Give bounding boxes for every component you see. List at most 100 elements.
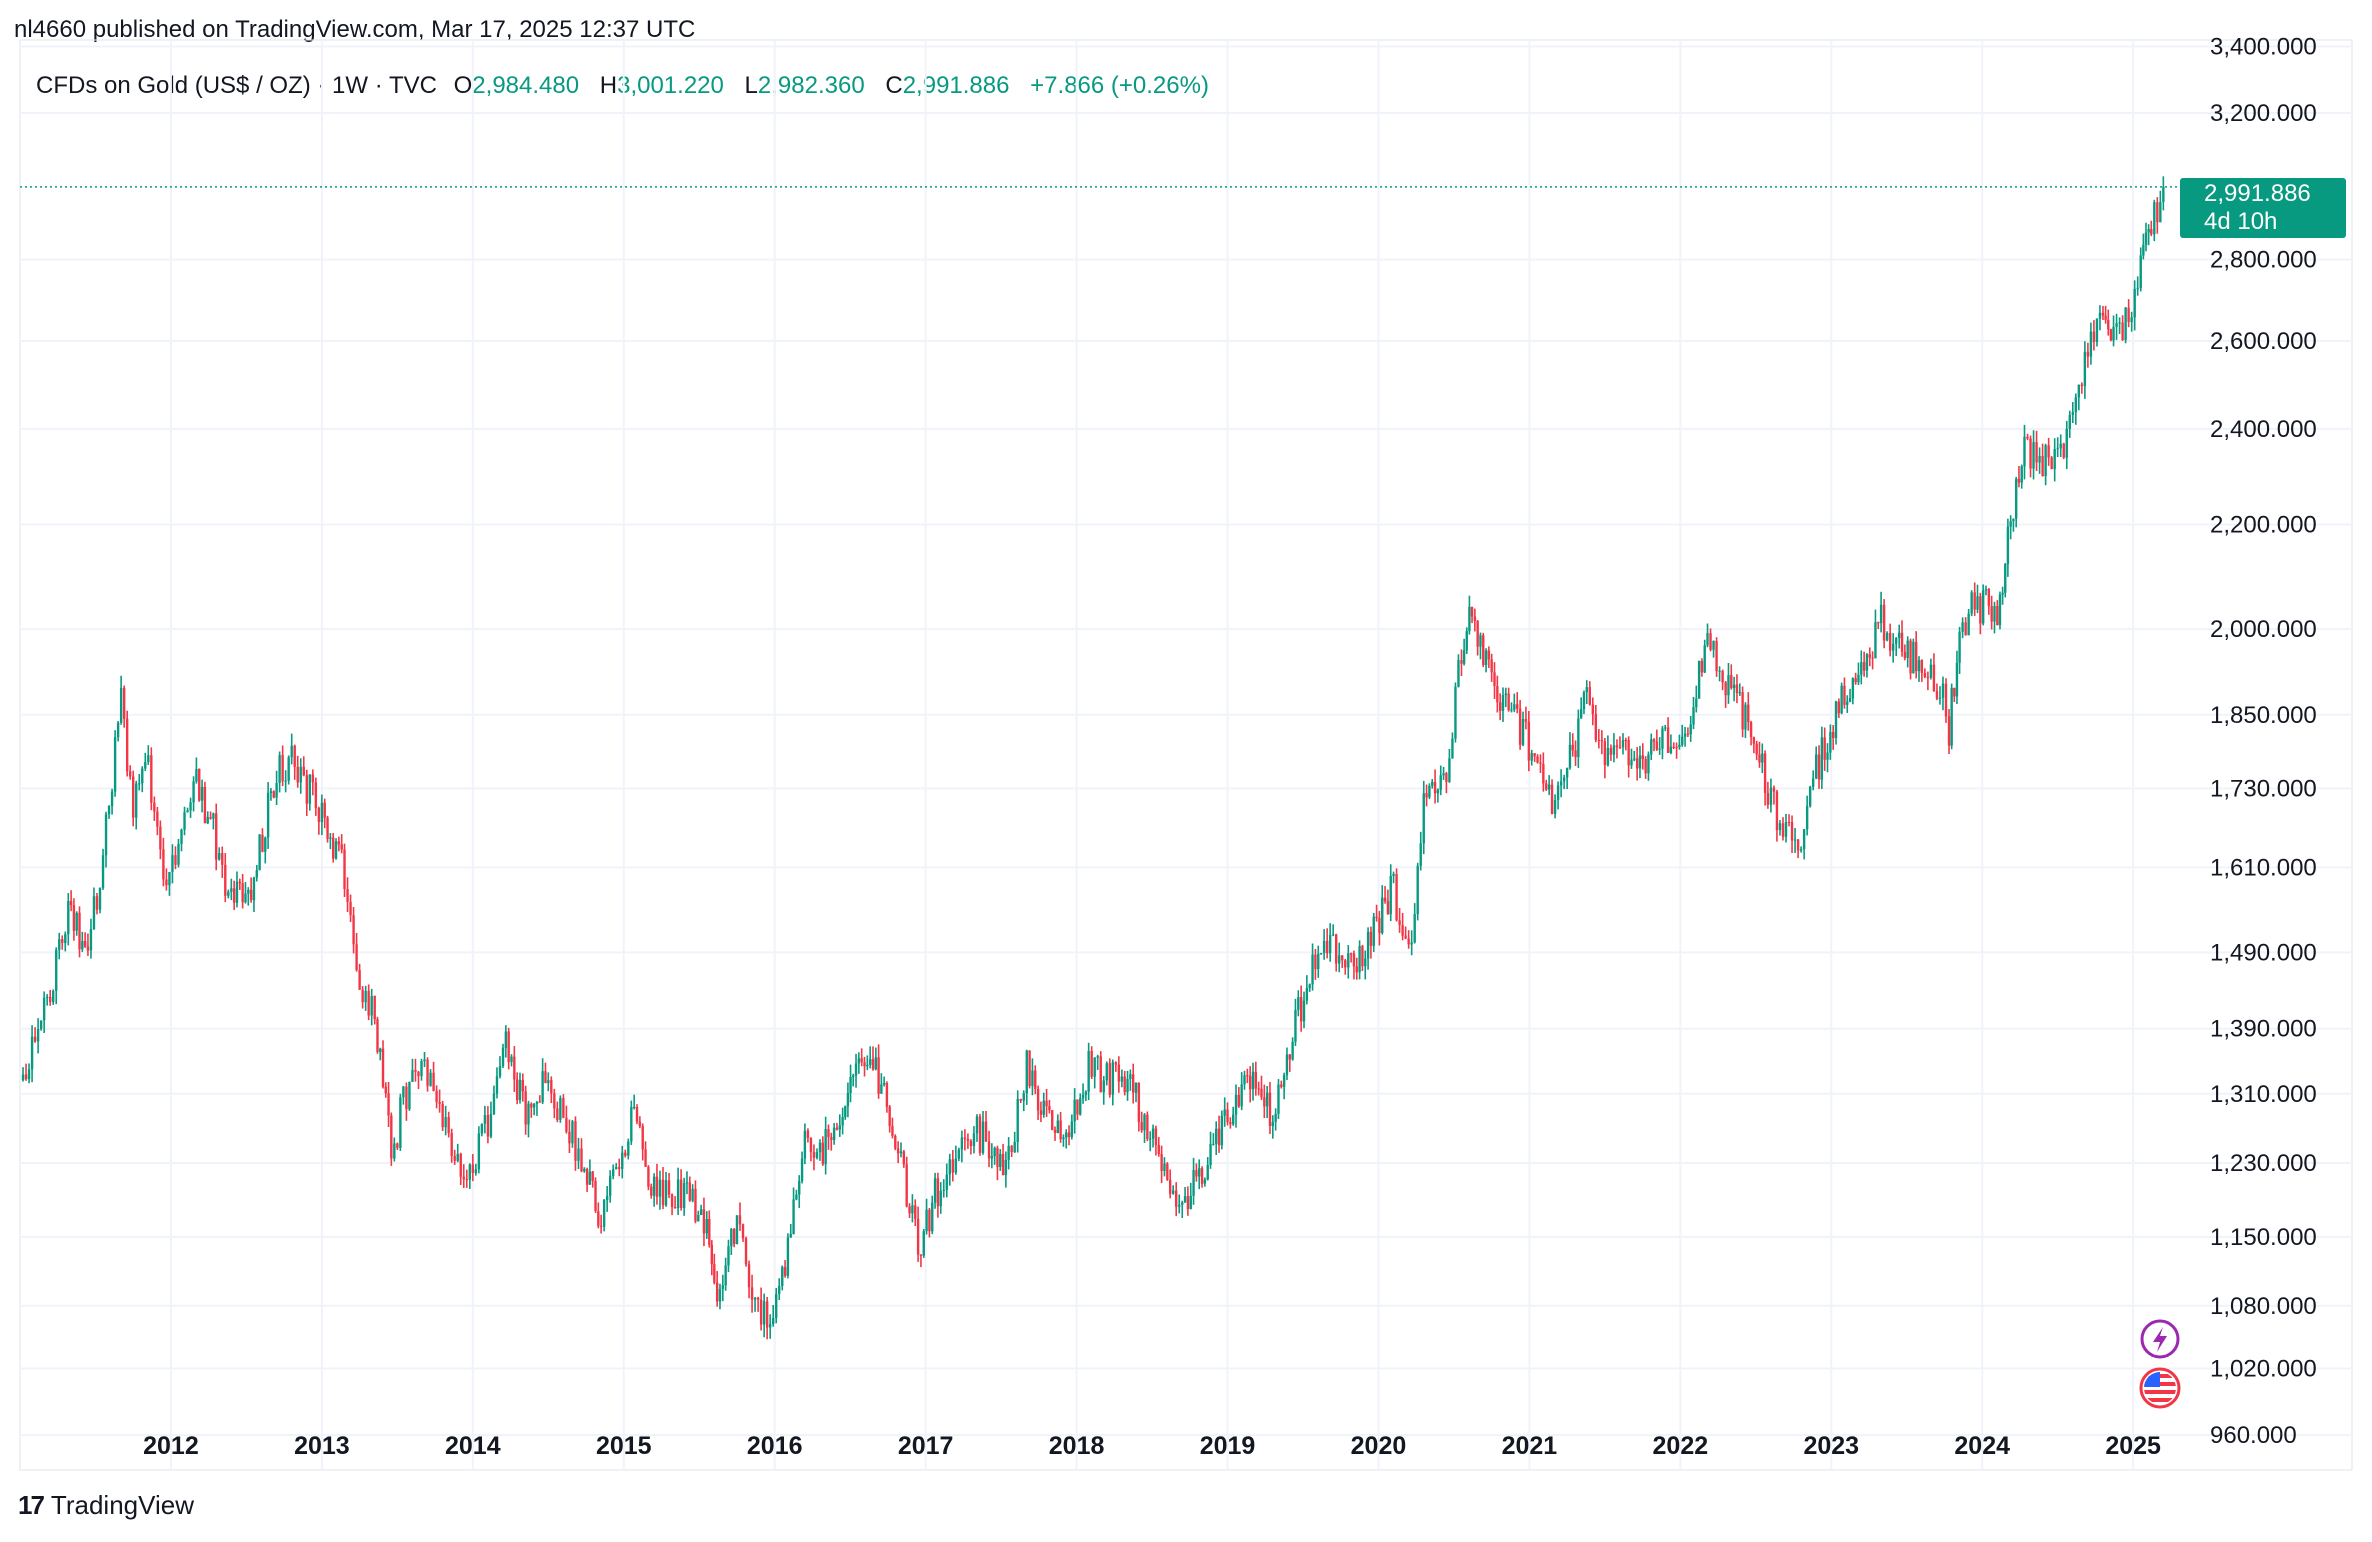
- candle-body: [1898, 632, 1901, 639]
- candle-body: [61, 939, 64, 944]
- candle-body: [2118, 322, 2121, 324]
- candle-body: [838, 1125, 841, 1130]
- candle-body: [513, 1056, 516, 1080]
- open-label: O: [453, 72, 473, 99]
- candle-body: [384, 1086, 387, 1094]
- candle-body: [1358, 946, 1361, 973]
- candle-body: [1837, 701, 1841, 714]
- time-axis[interactable]: 2012 2013 2014 2015 2016 2017 2018 2019 2020 2021…: [143, 1432, 2161, 1460]
- candle-body: [562, 1098, 565, 1118]
- candle-body: [402, 1086, 405, 1098]
- candle-body: [1099, 1056, 1102, 1093]
- candle-body: [682, 1183, 686, 1209]
- candle-body: [447, 1117, 450, 1134]
- candle-body: [1123, 1076, 1126, 1093]
- candle-body: [650, 1186, 653, 1196]
- candle-body: [987, 1141, 991, 1159]
- candle-body: [996, 1147, 999, 1168]
- candle-body: [192, 781, 195, 803]
- candle-body: [1647, 754, 1650, 774]
- candle-body: [1635, 758, 1639, 769]
- candle-body: [1056, 1120, 1060, 1133]
- candle-body: [1257, 1088, 1260, 1090]
- candle-body: [812, 1151, 816, 1158]
- candle-body: [198, 768, 201, 801]
- candle-body: [871, 1059, 875, 1070]
- candle-body: [922, 1231, 925, 1256]
- candle-body: [1609, 747, 1613, 755]
- candle-body: [532, 1103, 536, 1108]
- candle-body: [144, 761, 147, 769]
- candle-body: [1140, 1122, 1143, 1131]
- candle-body: [908, 1206, 911, 1214]
- candle-body: [1758, 754, 1761, 763]
- candle-body: [1542, 763, 1545, 784]
- candle-body: [1944, 683, 1948, 717]
- candle-body: [2032, 442, 2035, 469]
- candle-body: [530, 1103, 533, 1108]
- candles[interactable]: [21, 176, 2165, 1340]
- candle-body: [1498, 702, 1502, 711]
- candle-body: [1317, 953, 1320, 970]
- symbol-name[interactable]: CFDs on Gold (US$ / OZ) · 1W · TVC: [36, 72, 437, 99]
- candle-body: [337, 841, 341, 845]
- candle-body: [1212, 1143, 1215, 1145]
- lightning-icon[interactable]: [2140, 1319, 2180, 1359]
- candle-body: [349, 901, 352, 916]
- candle-body: [390, 1115, 393, 1159]
- candle-body: [1143, 1114, 1146, 1131]
- candle-body: [954, 1158, 958, 1173]
- candle-body: [553, 1093, 556, 1109]
- candle-body: [928, 1209, 931, 1232]
- candle-body: [1189, 1195, 1192, 1209]
- candle-body: [326, 817, 329, 839]
- candle-body: [1851, 678, 1855, 699]
- candle-body: [1574, 750, 1577, 758]
- candle-body: [1521, 719, 1525, 745]
- candle-body: [1042, 1100, 1045, 1115]
- candle-body: [507, 1031, 510, 1063]
- candle-body: [36, 1028, 40, 1042]
- candle-body: [2104, 315, 2107, 320]
- candle-body: [1834, 701, 1838, 739]
- us-flag-icon[interactable]: [2139, 1367, 2181, 1409]
- candle-body: [1732, 684, 1736, 689]
- candle-body: [104, 814, 108, 856]
- price-axis[interactable]: 3,400.000 3,200.000 2,800.000 2,600.000 2,40…: [2210, 33, 2317, 1449]
- candle-body: [1479, 635, 1482, 647]
- candle-body: [1131, 1074, 1135, 1093]
- candle-body: [450, 1133, 453, 1156]
- candle-body: [1366, 931, 1370, 959]
- candle-body: [2062, 443, 2065, 458]
- candle-body: [652, 1176, 656, 1196]
- candle-body: [2098, 312, 2102, 319]
- candle-body: [1134, 1082, 1138, 1093]
- candle-body: [1979, 596, 1982, 624]
- candle-body: [931, 1202, 934, 1232]
- y-tick-label: 1,230.000: [2210, 1150, 2317, 1177]
- candle-body: [1600, 740, 1604, 742]
- tradingview-brand[interactable]: 17 TradingView: [18, 1490, 194, 1521]
- candle-body: [574, 1121, 577, 1161]
- candle-body: [168, 871, 171, 886]
- candle-body: [2006, 526, 2010, 565]
- candle-body: [1490, 659, 1493, 673]
- candle-body: [1137, 1082, 1141, 1123]
- candle-body: [1781, 823, 1785, 837]
- low-label: L: [744, 72, 758, 99]
- candle-body: [1741, 692, 1744, 730]
- y-tick-label: 2,200.000: [2210, 511, 2317, 538]
- candle-body: [1709, 633, 1712, 650]
- candle-body: [824, 1129, 827, 1165]
- candle-body: [2092, 331, 2096, 342]
- candle-body: [1322, 940, 1326, 954]
- candle-body: [162, 849, 165, 880]
- candle-body: [387, 1093, 390, 1116]
- last-price-marker: 2,991.886 4d 10h: [2180, 178, 2346, 238]
- candle-body: [275, 782, 278, 798]
- candle-body: [1209, 1144, 1212, 1165]
- candle-body: [1034, 1070, 1037, 1089]
- candle-body: [92, 896, 96, 930]
- candle-body: [1163, 1163, 1166, 1171]
